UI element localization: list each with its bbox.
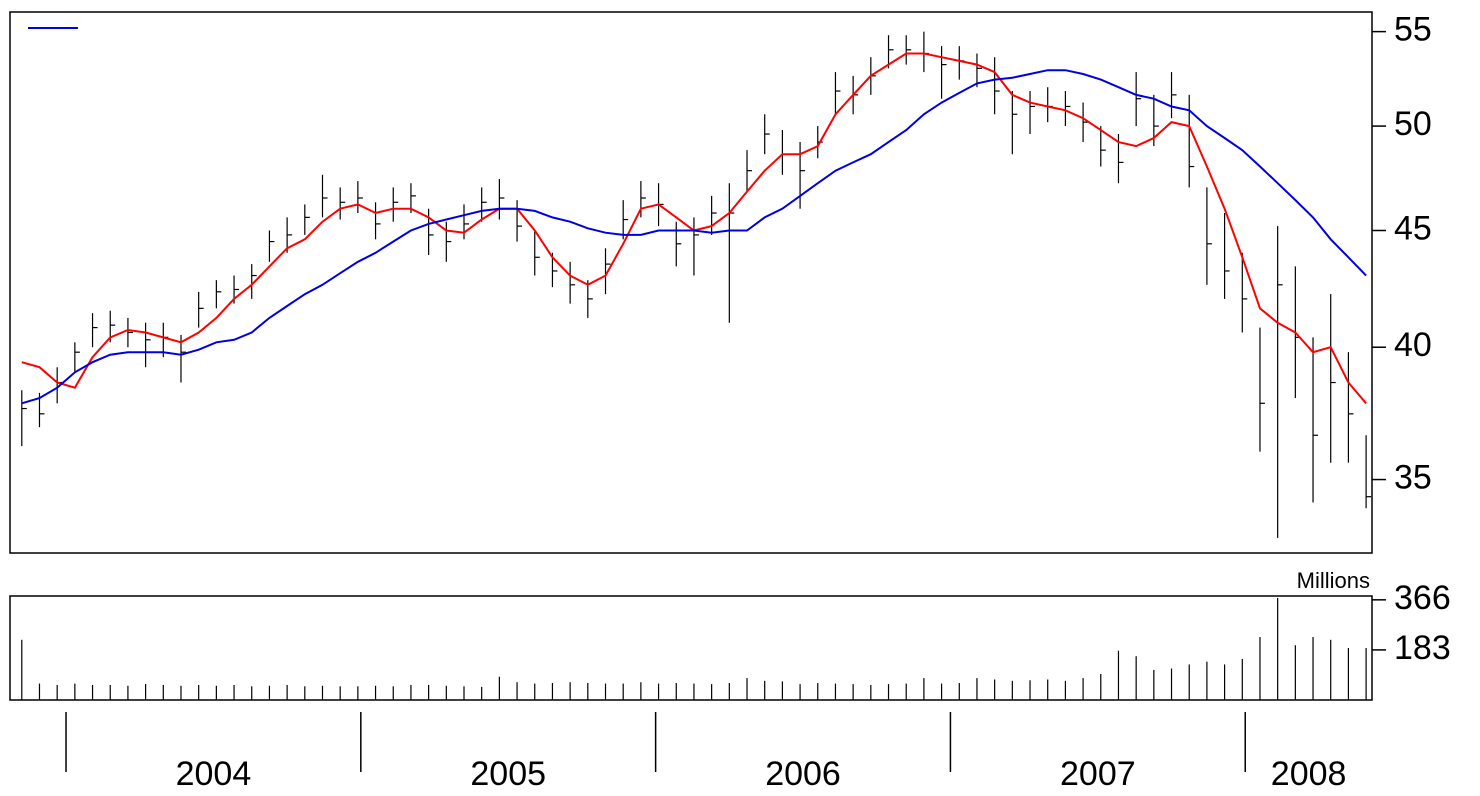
y-tick-label: 45	[1394, 209, 1432, 247]
y-tick-label: 55	[1394, 11, 1432, 49]
volume-unit: Millions	[1297, 568, 1370, 593]
volume-tick-label: 183	[1394, 629, 1451, 667]
y-tick-label: 40	[1394, 326, 1432, 364]
volume-panel	[9, 595, 1373, 701]
x-tick-label: 2008	[1271, 755, 1347, 793]
x-tick-label: 2007	[1060, 755, 1136, 793]
moving-average	[21, 69, 1367, 405]
x-tick-label: 2006	[765, 755, 841, 793]
price-panel	[9, 11, 1373, 554]
y-tick-label: 50	[1394, 105, 1432, 143]
y-tick-label: 35	[1394, 459, 1432, 497]
x-tick-label: 2004	[176, 755, 252, 793]
x-tick-label: 2005	[470, 755, 546, 793]
volume-tick-label: 366	[1394, 579, 1451, 617]
